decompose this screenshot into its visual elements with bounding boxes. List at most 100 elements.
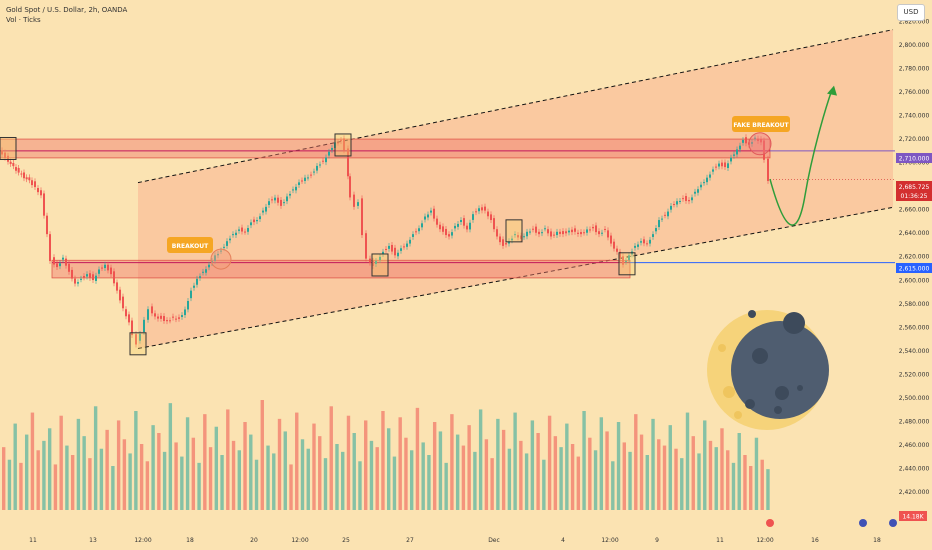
volume-bar: [203, 414, 207, 510]
candle-body: [586, 229, 588, 233]
fake-breakout-annotation: FAKE BREAKOUT: [732, 116, 790, 156]
candle-body: [229, 238, 231, 241]
candle-body: [754, 137, 756, 139]
candle-body: [523, 236, 525, 238]
volume-bar: [369, 440, 374, 510]
candle-body: [277, 197, 279, 203]
highlight-box-1: [129, 332, 147, 356]
y-tick-label: 2,700.000: [899, 160, 930, 167]
candle-body: [15, 167, 17, 171]
currency-button[interactable]: USD: [897, 4, 925, 21]
candle-body: [451, 232, 453, 236]
candle-body: [511, 238, 513, 241]
y-tick-label: 2,760.000: [899, 89, 930, 96]
candle-body: [484, 206, 486, 211]
candle-body: [757, 138, 759, 141]
volume-bar: [157, 433, 161, 510]
candle-body: [526, 231, 528, 237]
candle-body: [110, 267, 112, 275]
candle-body: [28, 177, 31, 181]
y-tick-label: 2,620.000: [899, 254, 930, 261]
y-tick-label: 2,800.000: [899, 42, 930, 49]
candle-body: [439, 224, 441, 230]
symbol-title[interactable]: Gold Spot / U.S. Dollar, 2h, OANDA: [6, 6, 128, 14]
volume-bar: [185, 417, 190, 510]
volume-bar: [272, 453, 276, 510]
earnings-event-icon: [766, 519, 774, 527]
candle-body: [529, 231, 531, 233]
candle-body: [226, 241, 228, 246]
candle-body: [253, 219, 255, 223]
volume-bar: [300, 439, 305, 510]
candle-body: [424, 216, 426, 220]
candle-body: [65, 258, 67, 266]
zone-1: [51, 259, 631, 279]
candle-body: [295, 186, 297, 191]
volume-bar: [306, 448, 310, 510]
volume-bar: [691, 436, 695, 510]
volume-bar: [208, 447, 213, 510]
candle-body: [739, 145, 741, 150]
volume-bar: [392, 456, 397, 510]
volume-bar: [530, 420, 535, 510]
volume-indicator-label[interactable]: Vol · Ticks: [6, 16, 41, 24]
channel-lower-line: [137, 206, 894, 350]
us-flag-event-icon: [859, 519, 867, 527]
candle-body: [649, 239, 651, 244]
candle-body: [313, 171, 315, 173]
volume-bar: [576, 456, 581, 510]
candle-body: [265, 206, 267, 212]
volume-bar: [197, 462, 201, 510]
volume-bar: [588, 437, 592, 510]
candle-body: [703, 182, 705, 184]
candle-body: [184, 309, 186, 316]
candle-body: [80, 278, 82, 280]
price-tag-current: 2,685.725 01:36:25: [896, 181, 932, 201]
event-icons[interactable]: [766, 519, 897, 527]
candle-body: [637, 244, 639, 247]
candle-body: [283, 202, 285, 204]
candle-body: [1, 150, 3, 155]
candle-body: [289, 193, 291, 196]
volume-bar: [726, 450, 730, 510]
candle-body: [592, 226, 594, 229]
candle-body: [361, 198, 363, 236]
fake-breakout-marker: [748, 132, 772, 156]
candle-body: [391, 244, 393, 252]
candle-body: [400, 248, 402, 251]
volume-bar: [174, 442, 178, 510]
x-tick-label: 18: [873, 537, 881, 544]
candle-body: [375, 260, 377, 265]
volume-bar: [634, 414, 638, 510]
candle-body: [436, 218, 438, 225]
candle-body: [382, 251, 384, 255]
y-tick-label: 2,660.000: [899, 207, 930, 214]
volume-bar: [737, 433, 741, 510]
candle-body: [679, 200, 681, 202]
candle-body: [12, 162, 15, 167]
candle-body: [415, 231, 417, 233]
candle-body: [712, 169, 714, 172]
volume-bar: [645, 455, 649, 510]
y-tick-label: 2,820.000: [899, 18, 930, 25]
candle-body: [116, 282, 118, 291]
candle-body: [169, 320, 171, 322]
candle-body: [664, 214, 666, 216]
candle-body: [565, 231, 567, 234]
price-tag-lower: 2,615.000: [896, 263, 932, 273]
y-tick-label: 2,600.000: [899, 277, 930, 284]
candle-body: [147, 309, 149, 320]
channel-fill: [138, 29, 893, 349]
volume-bar: [432, 422, 437, 510]
volume-bar: [254, 459, 259, 510]
price-axis-panel[interactable]: [895, 0, 932, 550]
candle-body: [46, 215, 48, 235]
candle-body: [472, 214, 474, 220]
candle-body: [673, 204, 675, 206]
candle-body: [340, 139, 342, 142]
volume-bar: [30, 412, 35, 510]
volume-bar: [668, 425, 672, 510]
volume-bar: [88, 458, 92, 510]
candle-body: [262, 210, 264, 213]
